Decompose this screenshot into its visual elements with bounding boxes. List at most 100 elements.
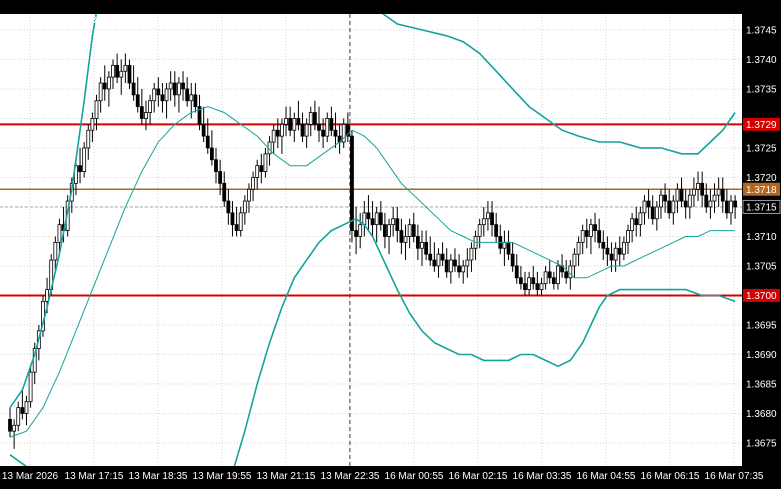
price-badge-label: 1.3715 bbox=[746, 202, 777, 213]
candle bbox=[296, 118, 301, 125]
candle bbox=[477, 224, 482, 237]
candle bbox=[387, 224, 391, 237]
candle bbox=[613, 247, 618, 261]
candle bbox=[259, 165, 264, 172]
candle bbox=[214, 159, 218, 172]
candle bbox=[354, 230, 358, 237]
candle bbox=[659, 194, 663, 208]
candle bbox=[218, 171, 223, 184]
candle bbox=[366, 212, 371, 220]
price-axis-label: 1.3725 bbox=[746, 143, 777, 154]
candle bbox=[638, 212, 643, 226]
candle bbox=[12, 424, 17, 432]
candle bbox=[551, 277, 556, 285]
candle bbox=[135, 94, 140, 108]
candle bbox=[255, 165, 260, 178]
current-price-line-badge[interactable] bbox=[742, 199, 781, 214]
bollinger-lower-band bbox=[9, 217, 736, 466]
candle bbox=[527, 277, 532, 290]
candle bbox=[399, 230, 404, 243]
candle bbox=[621, 241, 626, 255]
candle bbox=[82, 147, 87, 172]
plot-area bbox=[0, 14, 742, 466]
candle bbox=[440, 253, 445, 261]
bollinger-middle-band bbox=[9, 106, 736, 438]
candle bbox=[646, 200, 651, 208]
price-axis-label: 1.3675 bbox=[746, 438, 777, 449]
candle bbox=[597, 230, 602, 243]
candle bbox=[667, 200, 672, 214]
candle bbox=[617, 247, 622, 255]
support-line-badge[interactable] bbox=[743, 288, 780, 302]
candle bbox=[543, 271, 548, 285]
candle bbox=[86, 129, 91, 149]
candle bbox=[275, 129, 280, 137]
candle bbox=[127, 64, 132, 84]
candle bbox=[424, 241, 429, 255]
chart-symbol-title: USDCAD,M5 1.3716 1.3715 1.3715 bbox=[18, 15, 180, 26]
price-badge-label: 1.3700 bbox=[746, 291, 777, 302]
candle bbox=[152, 88, 157, 102]
candle bbox=[329, 118, 334, 131]
candle bbox=[374, 212, 379, 226]
candle bbox=[407, 224, 412, 237]
candle bbox=[679, 188, 684, 202]
candle bbox=[696, 182, 700, 190]
time-axis-label: 16 Mar 04:55 bbox=[577, 471, 636, 482]
candle bbox=[465, 259, 470, 267]
time-axis-label: 13 Mar 18:35 bbox=[129, 471, 188, 482]
price-axis-label: 1.3720 bbox=[746, 173, 777, 184]
candle bbox=[436, 253, 441, 267]
time-axis-label: 13 Mar 21:15 bbox=[257, 471, 316, 482]
candle bbox=[518, 277, 523, 285]
candle bbox=[448, 259, 453, 273]
candle bbox=[164, 88, 169, 102]
candle bbox=[300, 123, 305, 137]
candle bbox=[712, 194, 717, 202]
candle bbox=[177, 82, 181, 96]
candle bbox=[523, 283, 527, 290]
time-axis-label: 13 Mar 19:55 bbox=[193, 471, 252, 482]
candle bbox=[490, 212, 494, 226]
candle bbox=[572, 253, 577, 267]
candle bbox=[692, 188, 696, 196]
candle bbox=[28, 371, 33, 403]
candle bbox=[106, 76, 111, 90]
candle bbox=[593, 224, 597, 231]
candle bbox=[589, 224, 593, 237]
candle bbox=[420, 241, 424, 249]
candle bbox=[193, 94, 198, 108]
candle bbox=[181, 82, 185, 90]
candle bbox=[317, 123, 321, 131]
candle bbox=[16, 407, 21, 426]
candle bbox=[687, 194, 692, 208]
price-badge-label: 1.3718 bbox=[746, 185, 777, 196]
time-axis-label: 16 Mar 02:15 bbox=[449, 471, 508, 482]
candle bbox=[304, 123, 309, 137]
candle bbox=[280, 123, 284, 137]
resistance-line-badge[interactable] bbox=[743, 117, 780, 131]
candle bbox=[168, 82, 173, 90]
time-axis-label: 16 Mar 03:35 bbox=[513, 471, 572, 482]
candle bbox=[605, 247, 610, 255]
candle bbox=[209, 147, 214, 161]
chart-header: USDCAD,M5 1.3716 1.3715 1.3715 bbox=[7, 0, 180, 26]
candle bbox=[185, 88, 190, 102]
time-axis-label: 13 Mar 2026 bbox=[2, 471, 59, 482]
candle bbox=[626, 230, 630, 243]
price-axis-label: 1.3740 bbox=[746, 55, 777, 66]
candle bbox=[556, 265, 560, 285]
candle bbox=[238, 212, 243, 231]
candle bbox=[345, 123, 350, 137]
candle bbox=[312, 112, 317, 125]
candle bbox=[510, 253, 515, 267]
candle bbox=[642, 200, 647, 214]
candle bbox=[481, 218, 486, 226]
candle bbox=[576, 241, 581, 255]
candle bbox=[457, 265, 461, 273]
candle bbox=[531, 277, 536, 285]
intermediate-level-line-badge[interactable] bbox=[743, 182, 780, 196]
candle bbox=[403, 236, 408, 243]
